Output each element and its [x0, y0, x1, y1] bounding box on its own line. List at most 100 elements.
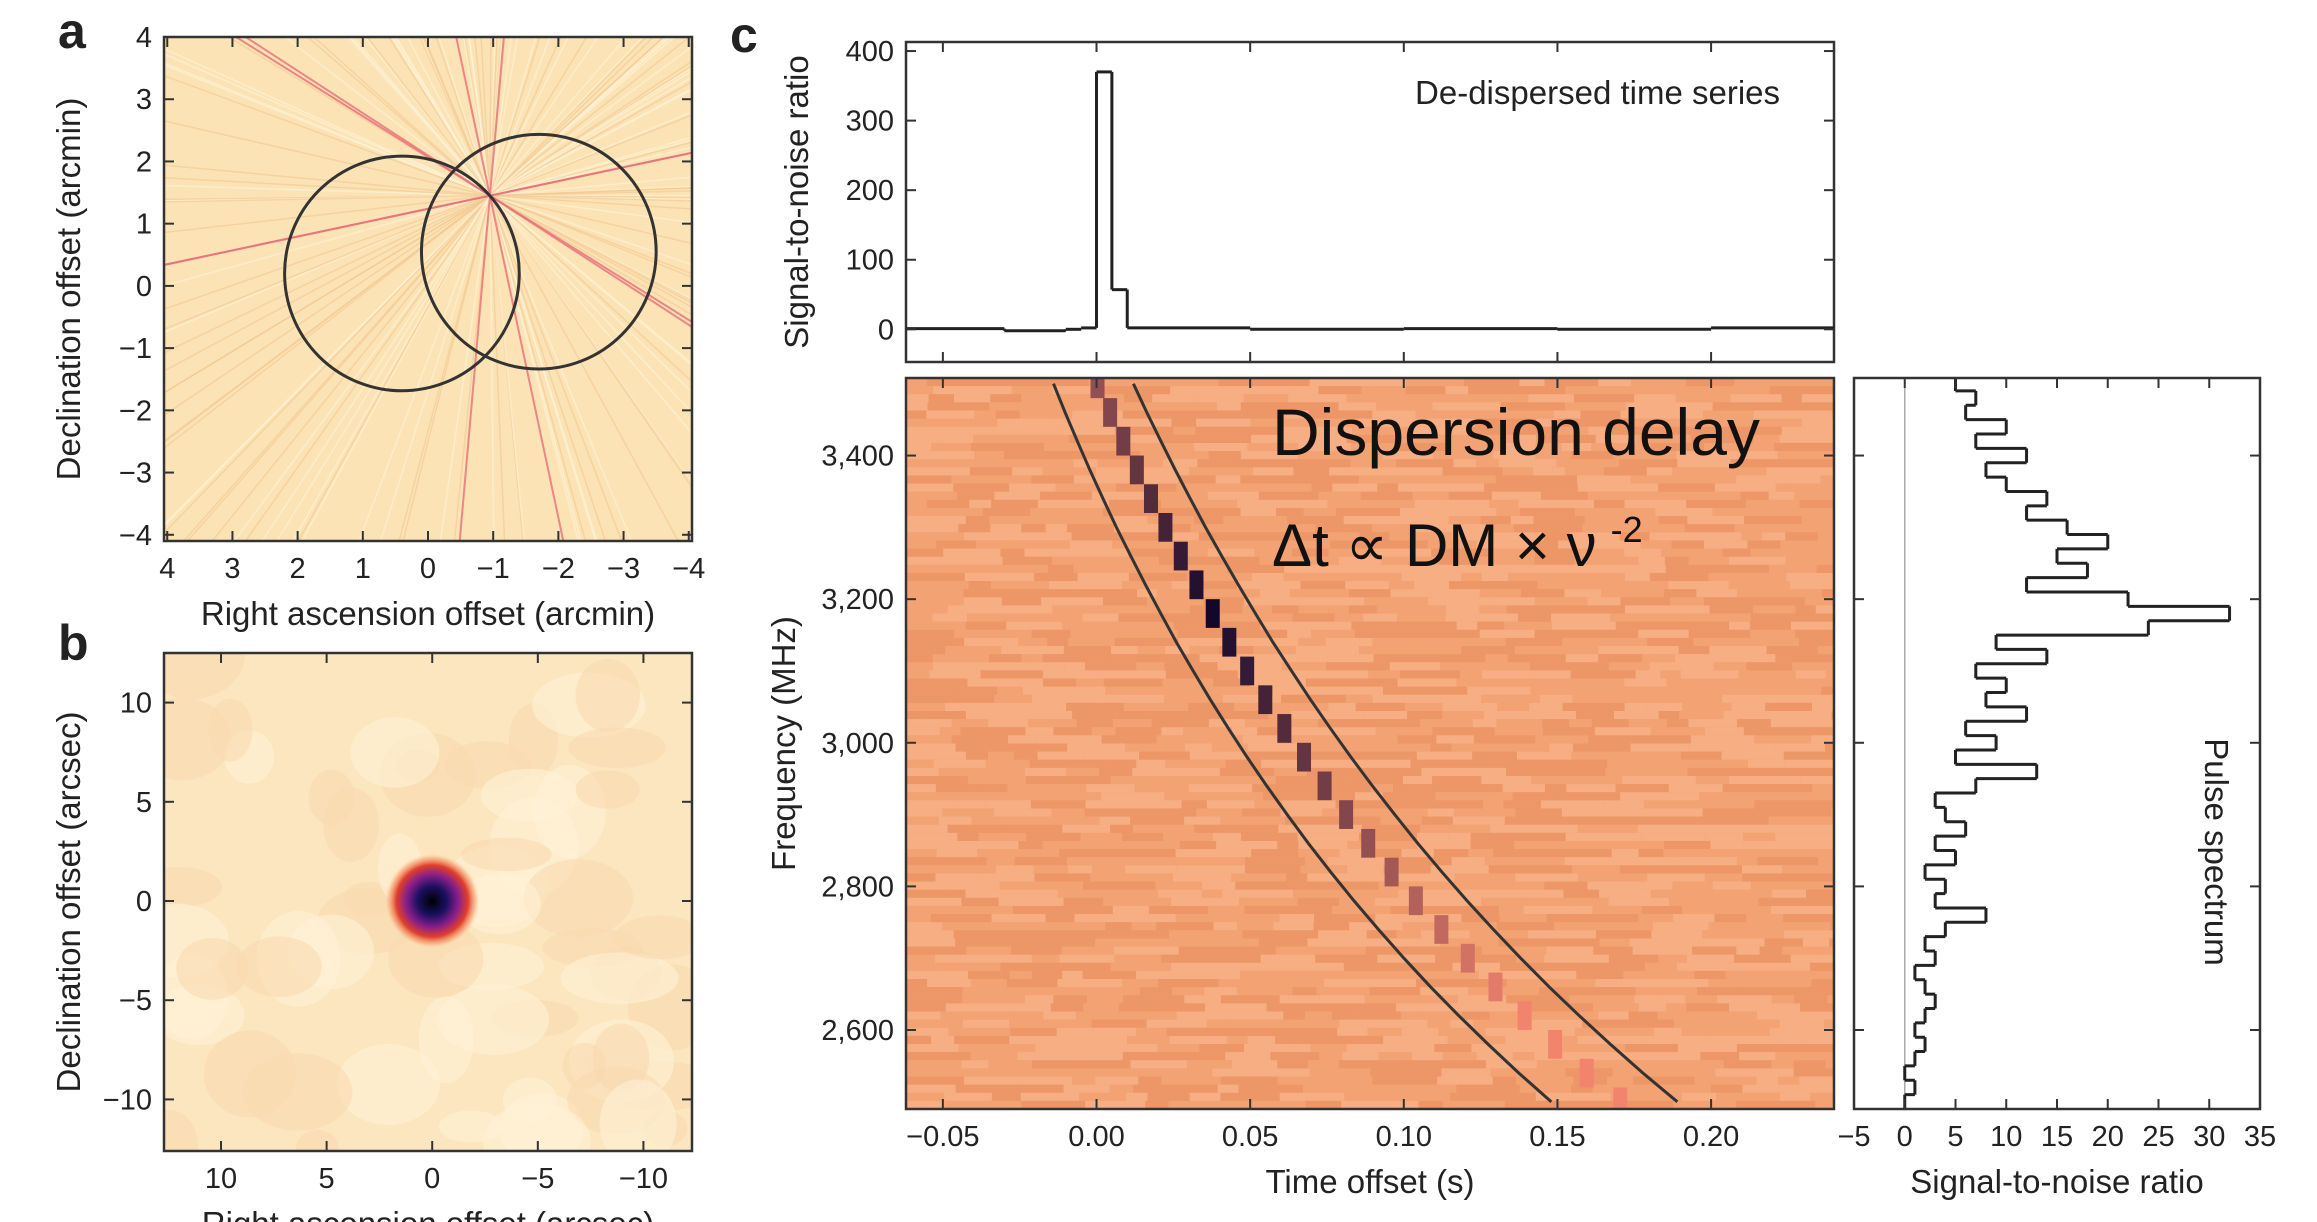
texture: [1768, 491, 1795, 500]
texture: [418, 996, 474, 1084]
texture: [1499, 962, 1521, 971]
texture: [939, 727, 961, 736]
texture: [1443, 499, 1490, 508]
texture: [1397, 735, 1437, 744]
texture: [906, 1027, 949, 1036]
texture: [1750, 629, 1796, 638]
texture: [1677, 491, 1741, 500]
texture: [955, 743, 1017, 752]
texture: [1399, 670, 1460, 679]
texture: [1473, 735, 1536, 744]
texture: [1306, 767, 1370, 776]
texture: [1823, 946, 1834, 955]
texture: [1220, 1092, 1280, 1101]
texture: [1537, 581, 1579, 590]
texture: [1618, 459, 1678, 468]
texture: [1774, 442, 1813, 452]
texture: [962, 995, 988, 1004]
texture: [956, 491, 995, 500]
texture: [489, 37, 502, 196]
texture: [906, 540, 937, 549]
texture: [1666, 719, 1689, 728]
texture: [363, 37, 491, 197]
texture: [1498, 938, 1539, 947]
texture: [1734, 686, 1788, 695]
texture: [446, 37, 491, 196]
texture: [1124, 743, 1185, 752]
texture: [1128, 548, 1176, 557]
texture: [1051, 808, 1085, 817]
texture: [1325, 564, 1385, 573]
texture: [954, 694, 994, 703]
texture: [1271, 605, 1299, 614]
x-tick-label: 4: [159, 553, 175, 585]
texture: [1506, 678, 1563, 687]
texture: [906, 451, 953, 460]
texture: [1775, 1052, 1815, 1061]
texture: [1801, 394, 1834, 403]
texture: [1021, 459, 1074, 468]
texture: [940, 516, 966, 525]
texture: [1809, 507, 1834, 517]
texture: [1279, 426, 1302, 435]
texture: [1672, 467, 1715, 476]
texture: [1176, 865, 1224, 874]
texture: [1205, 589, 1260, 598]
texture: [1588, 426, 1613, 435]
texture: [1566, 784, 1616, 793]
texture: [1541, 491, 1588, 500]
texture: [164, 64, 491, 197]
texture: [1748, 759, 1785, 768]
texture: [906, 1003, 946, 1012]
texture: [1815, 1100, 1834, 1109]
texture: [1476, 1052, 1513, 1061]
texture: [1215, 670, 1238, 679]
texture: [1350, 662, 1390, 671]
texture: [1688, 556, 1729, 565]
texture: [1024, 662, 1065, 671]
pulse: [1488, 972, 1503, 1002]
texture: [906, 873, 936, 882]
texture: [1158, 889, 1202, 898]
texture: [1184, 816, 1221, 825]
texture: [1096, 402, 1158, 411]
texture: [1818, 540, 1834, 549]
texture: [1725, 970, 1751, 980]
texture: [1436, 735, 1474, 744]
texture: [1259, 556, 1288, 565]
texture: [1287, 516, 1344, 525]
texture: [1708, 922, 1746, 931]
texture: [387, 37, 491, 197]
texture: [1351, 621, 1377, 630]
texture: [1790, 840, 1834, 850]
texture: [1498, 459, 1557, 468]
texture: [906, 613, 933, 622]
texture: [1750, 637, 1799, 647]
texture: [1266, 1003, 1303, 1012]
texture: [1122, 832, 1164, 841]
texture: [489, 195, 692, 365]
texture: [1812, 784, 1834, 793]
texture: [906, 386, 934, 395]
texture: [1496, 564, 1530, 573]
texture: [1357, 418, 1415, 427]
texture: [1309, 1076, 1373, 1085]
texture: [965, 621, 1007, 630]
texture: [1410, 873, 1431, 882]
texture: [1067, 524, 1114, 533]
texture: [1630, 475, 1668, 484]
texture: [1588, 735, 1653, 744]
texture: [906, 979, 928, 988]
texture: [1417, 1003, 1460, 1012]
y-tick-label: 100: [846, 245, 894, 277]
texture: [1461, 572, 1482, 582]
texture: [1632, 1076, 1695, 1085]
texture: [1390, 589, 1438, 598]
texture: [1376, 605, 1414, 614]
texture: [1587, 881, 1643, 890]
texture: [1364, 597, 1429, 606]
texture: [1516, 954, 1545, 963]
texture: [932, 905, 963, 915]
texture: [1804, 1035, 1834, 1045]
texture: [1068, 1035, 1128, 1045]
